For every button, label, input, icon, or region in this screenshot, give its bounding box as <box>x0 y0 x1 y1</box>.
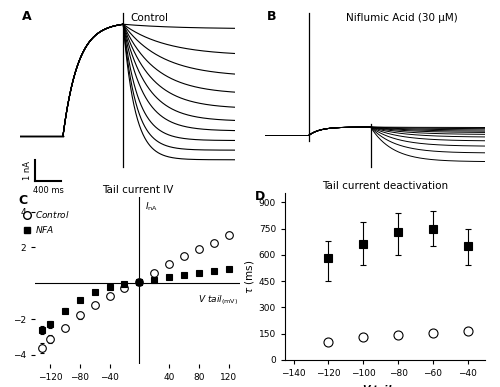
Text: 1 nA: 1 nA <box>23 161 32 180</box>
Legend: $\it{Control}$, $\it{NFA}$: $\it{Control}$, $\it{NFA}$ <box>19 205 74 239</box>
Text: 400 ms: 400 ms <box>32 186 64 195</box>
Text: Niflumic Acid (30 μM): Niflumic Acid (30 μM) <box>346 13 458 23</box>
Text: $I$$_{\rm nA}$: $I$$_{\rm nA}$ <box>146 200 158 212</box>
Text: $V$ tail$_{\mathsf{(mV)}}$: $V$ tail$_{\mathsf{(mV)}}$ <box>198 293 237 307</box>
Text: D: D <box>255 190 265 203</box>
Text: C: C <box>18 194 28 207</box>
Text: A: A <box>22 10 32 22</box>
Text: Control: Control <box>130 13 168 23</box>
Title: Tail current IV: Tail current IV <box>102 185 173 195</box>
Y-axis label: $\tau$ (ms): $\tau$ (ms) <box>243 260 256 294</box>
Text: $\bfit{V}$ $\bfit{tail}$$_{\mathsf{(mV)}}$: $\bfit{V}$ $\bfit{tail}$$_{\mathsf{(mV)}… <box>362 383 408 387</box>
Title: Tail current deactivation: Tail current deactivation <box>322 182 448 191</box>
Text: B: B <box>267 10 276 22</box>
